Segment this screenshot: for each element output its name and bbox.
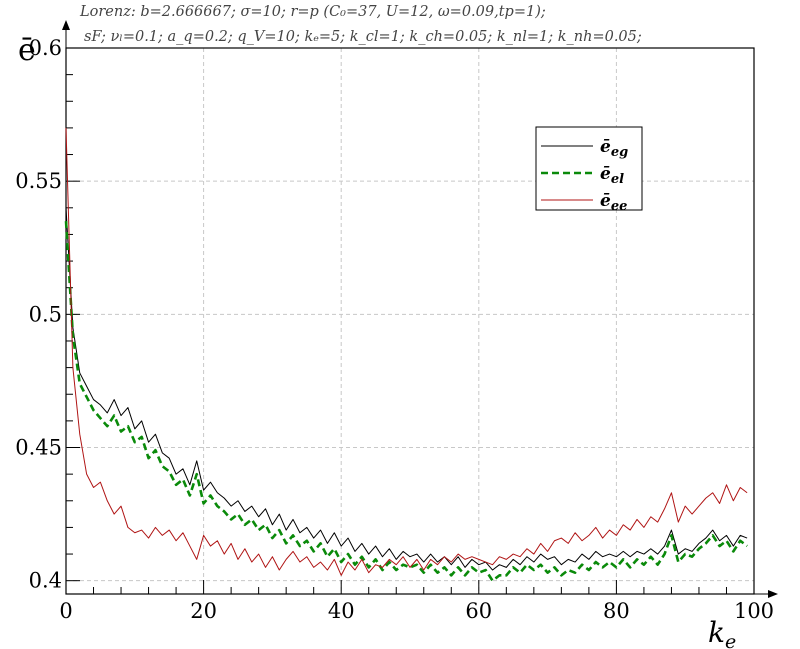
y-tick-label: 0.45 — [15, 436, 62, 460]
legend-label-ee: ēee — [600, 191, 627, 214]
series-line-el — [64, 221, 748, 582]
y-tick-label: 0.5 — [29, 302, 62, 326]
x-tick-label: 100 — [734, 599, 774, 623]
legend-label-eg: ēeg — [600, 137, 628, 160]
x-axis-label: ke — [708, 616, 736, 649]
y-tick-label: 0.55 — [15, 169, 62, 193]
x-tick-label: 0 — [59, 599, 72, 623]
series-line-ee — [65, 127, 748, 576]
legend-label-main: ē — [600, 164, 611, 184]
legend-label-main: ē — [600, 191, 611, 211]
chart-title-line-2: sF; νₗ=0.1; a_q=0.2; q_V=10; kₑ=5; k_cl=… — [84, 29, 642, 45]
axis-ticks — [65, 47, 755, 594]
x-tick-label: 80 — [603, 599, 630, 623]
x-axis-arrow-icon — [768, 590, 778, 598]
legend-label-subscript: el — [611, 172, 624, 187]
legend-label-subscript: ee — [611, 199, 628, 214]
x-tick-label: 40 — [328, 599, 355, 623]
legend-label-el: ēel — [600, 164, 624, 187]
chart-title-line-1: Lorenz: b=2.666667; σ=10; r=p (C₀=37, U=… — [79, 4, 546, 20]
legend-label-main: ē — [600, 137, 611, 157]
x-axis-label-subscript: e — [725, 631, 736, 649]
y-tick-label: 0.4 — [29, 569, 62, 593]
series-line-eg — [65, 207, 748, 571]
y-axis-arrow-icon — [62, 20, 70, 30]
legend-label-subscript: eg — [611, 145, 628, 160]
tick-labels: 0 20 40 60 80 100 0.4 0.45 0.5 0.55 0.6 — [15, 36, 774, 623]
y-axis-label: ē — [18, 33, 36, 68]
legend-box — [535, 126, 643, 211]
x-tick-label: 60 — [465, 599, 492, 623]
x-tick-label: 20 — [190, 599, 217, 623]
series-layer — [64, 127, 748, 582]
plot-frame — [65, 47, 755, 595]
y-tick-label: 0.6 — [29, 36, 62, 60]
grid — [66, 47, 754, 594]
x-axis-label-main: k — [708, 616, 725, 649]
